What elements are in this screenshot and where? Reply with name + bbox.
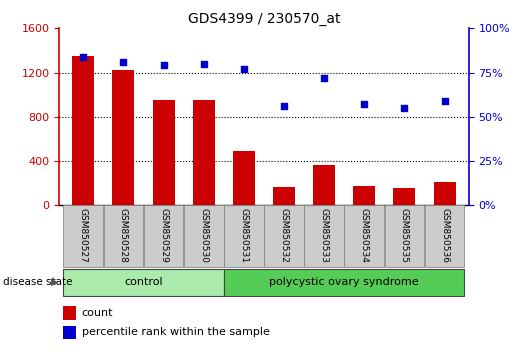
Text: polycystic ovary syndrome: polycystic ovary syndrome [269, 277, 419, 287]
Bar [353, 186, 375, 205]
Text: count: count [82, 308, 113, 318]
Bar [152, 100, 175, 205]
Bar [434, 182, 456, 205]
Bar [63, 307, 76, 320]
Point [240, 66, 248, 72]
Point [320, 75, 328, 81]
Point [160, 63, 168, 68]
Bar [393, 188, 416, 205]
Title: GDS4399 / 230570_at: GDS4399 / 230570_at [187, 12, 340, 26]
Bar [63, 269, 224, 296]
Point [119, 59, 128, 65]
Text: GSM850530: GSM850530 [199, 208, 208, 263]
Bar [193, 100, 215, 205]
Text: GSM850535: GSM850535 [400, 208, 409, 263]
Bar [63, 326, 76, 339]
Bar [264, 205, 304, 267]
Text: control: control [124, 277, 163, 287]
Point [440, 98, 449, 104]
Text: ▶: ▶ [52, 277, 59, 287]
Bar [425, 205, 465, 267]
Text: GSM850533: GSM850533 [320, 208, 329, 263]
Bar [313, 166, 335, 205]
Point [280, 103, 288, 109]
Bar [144, 205, 183, 267]
Text: GSM850527: GSM850527 [79, 208, 88, 263]
Point [400, 105, 408, 111]
Point [200, 61, 208, 67]
Text: disease state: disease state [3, 277, 72, 287]
Bar [112, 70, 134, 205]
Bar [233, 151, 255, 205]
Bar [72, 56, 94, 205]
Bar [345, 205, 384, 267]
Point [360, 102, 368, 107]
Text: GSM850531: GSM850531 [239, 208, 248, 263]
Text: GSM850534: GSM850534 [360, 208, 369, 263]
Point [79, 54, 88, 59]
Bar [304, 205, 344, 267]
Text: GSM850532: GSM850532 [280, 208, 288, 263]
Bar [184, 205, 224, 267]
Text: GSM850536: GSM850536 [440, 208, 449, 263]
Text: GSM850529: GSM850529 [159, 208, 168, 263]
Bar [224, 205, 264, 267]
Bar [224, 269, 465, 296]
Text: GSM850528: GSM850528 [119, 208, 128, 263]
Bar [104, 205, 143, 267]
Bar [273, 187, 295, 205]
Text: percentile rank within the sample: percentile rank within the sample [82, 327, 270, 337]
Bar [63, 205, 103, 267]
Bar [385, 205, 424, 267]
